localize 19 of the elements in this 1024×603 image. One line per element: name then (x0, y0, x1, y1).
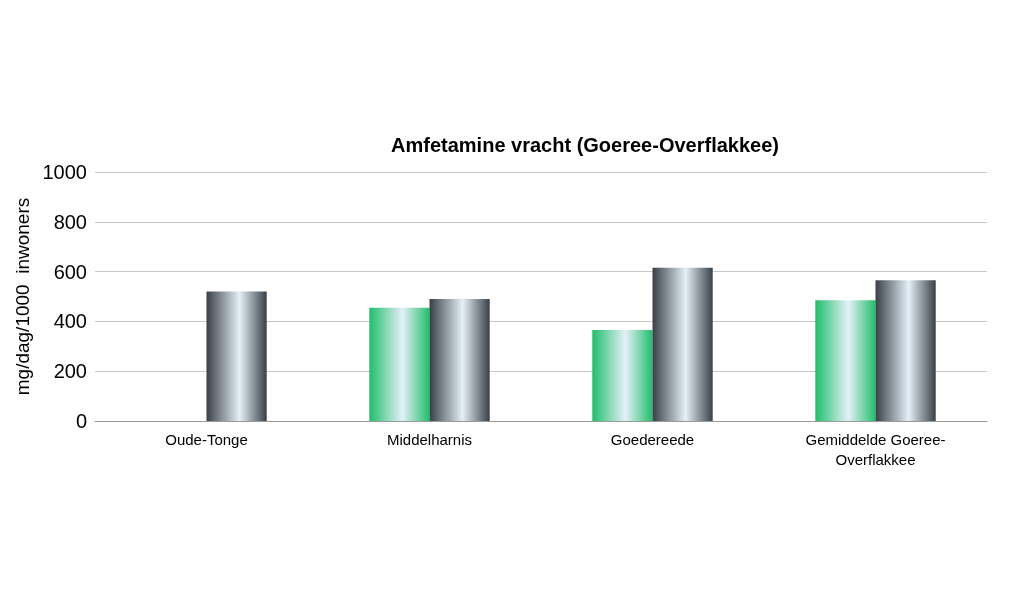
x-tick-label: Gemiddelde Goeree- Overflakkee (805, 430, 946, 468)
y-tick-label: 400 (53, 310, 87, 333)
bar (206, 291, 267, 421)
bar (815, 300, 876, 421)
x-tick-label: Middelharnis (386, 430, 473, 448)
bar (592, 330, 653, 421)
y-tick-label: 1000 (42, 161, 87, 183)
bar (429, 298, 490, 421)
bar (652, 267, 713, 421)
bar (875, 280, 936, 421)
y-tick-label: 600 (53, 260, 87, 283)
y-tick-label: 200 (53, 360, 87, 383)
y-tick-label: 0 (75, 410, 87, 432)
x-tick-label: Goedereede (610, 430, 695, 448)
bar (369, 307, 430, 421)
chart-title: Amfetamine vracht (Goeree-Overflakkee) (391, 134, 779, 156)
y-axis-title: mg/dag/1000 inwoners (11, 197, 33, 396)
x-tick-label: Oude-Tonge (165, 430, 248, 448)
y-tick-label: 800 (53, 210, 87, 233)
